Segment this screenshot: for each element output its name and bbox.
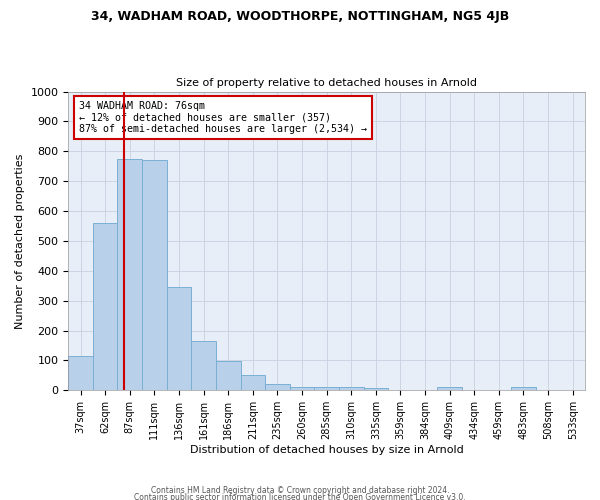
Bar: [93, 223, 118, 390]
Text: Contains public sector information licensed under the Open Government Licence v3: Contains public sector information licen…: [134, 494, 466, 500]
Text: Contains HM Land Registry data © Crown copyright and database right 2024.: Contains HM Land Registry data © Crown c…: [151, 486, 449, 495]
Y-axis label: Number of detached properties: Number of detached properties: [15, 154, 25, 328]
Bar: [142, 160, 167, 390]
Bar: [216, 361, 241, 390]
Bar: [511, 388, 536, 390]
Bar: [68, 356, 93, 390]
Bar: [167, 288, 191, 391]
Bar: [339, 388, 364, 390]
Title: Size of property relative to detached houses in Arnold: Size of property relative to detached ho…: [176, 78, 477, 88]
Bar: [290, 387, 314, 390]
Text: 34 WADHAM ROAD: 76sqm
← 12% of detached houses are smaller (357)
87% of semi-det: 34 WADHAM ROAD: 76sqm ← 12% of detached …: [79, 100, 367, 134]
Bar: [118, 159, 142, 390]
X-axis label: Distribution of detached houses by size in Arnold: Distribution of detached houses by size …: [190, 445, 464, 455]
Bar: [364, 388, 388, 390]
Bar: [265, 384, 290, 390]
Bar: [437, 388, 462, 390]
Text: 34, WADHAM ROAD, WOODTHORPE, NOTTINGHAM, NG5 4JB: 34, WADHAM ROAD, WOODTHORPE, NOTTINGHAM,…: [91, 10, 509, 23]
Bar: [314, 387, 339, 390]
Bar: [241, 375, 265, 390]
Bar: [191, 341, 216, 390]
